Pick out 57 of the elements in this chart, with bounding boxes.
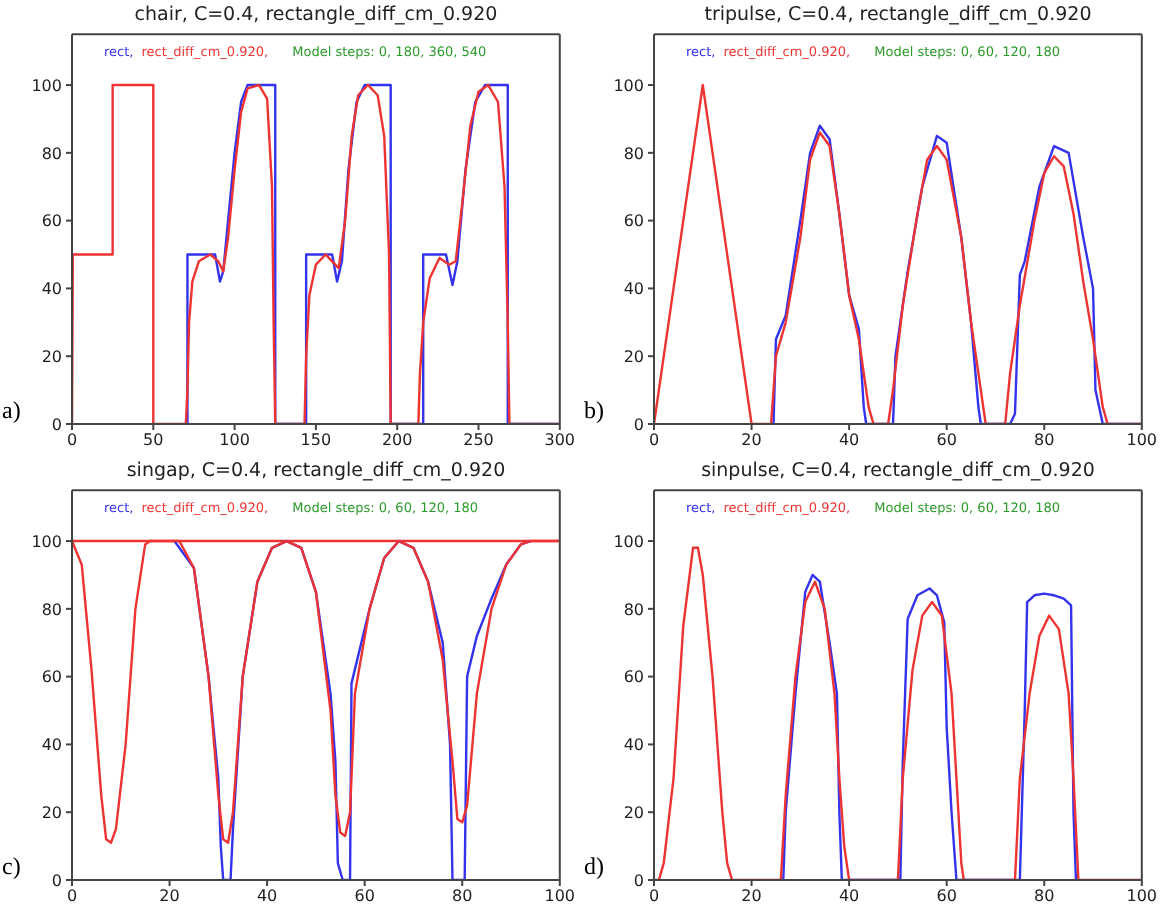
x-tick-label: 60 [936, 431, 957, 450]
x-tick-label: 60 [354, 887, 375, 906]
x-tick-label: 20 [159, 887, 180, 906]
x-tick-label: 250 [463, 431, 494, 450]
x-tick-label: 60 [936, 887, 957, 906]
y-tick-label: 0 [633, 871, 644, 890]
y-tick-label: 40 [41, 280, 62, 299]
x-tick-label: 40 [838, 431, 860, 450]
x-tick-label: 300 [544, 431, 576, 450]
y-tick-label: 0 [633, 415, 644, 434]
y-tick-label: 100 [613, 76, 644, 95]
x-tick-label: 0 [66, 887, 78, 906]
x-tick-label: 80 [1034, 431, 1055, 450]
text: d) [584, 852, 604, 882]
text: a) [2, 396, 21, 426]
x-tick-label: 80 [452, 887, 473, 906]
y-tick-label: 0 [51, 871, 62, 890]
y-tick-label: 0 [51, 415, 62, 434]
chart-title: sinpulse, C=0.4, rectangle_diff_cm_0.920 [699, 460, 1097, 482]
y-tick-label: 40 [41, 736, 62, 755]
x-tick-label: 0 [648, 431, 660, 450]
chart-title: tripulse, C=0.4, rectangle_diff_cm_0.920 [702, 4, 1094, 26]
y-tick-label: 40 [623, 280, 644, 299]
y-tick-label: 80 [623, 600, 644, 619]
y-tick-label: 20 [623, 803, 644, 822]
text: b) [584, 396, 604, 426]
y-tick-label: 80 [41, 600, 62, 619]
y-tick-label: 20 [623, 347, 644, 366]
x-tick-label: 100 [1126, 887, 1158, 906]
x-tick-label: 40 [256, 887, 278, 906]
y-tick-label: 100 [613, 532, 644, 551]
x-tick-label: 40 [838, 887, 860, 906]
x-tick-label: 80 [1034, 887, 1055, 906]
y-tick-label: 100 [31, 532, 62, 551]
y-tick-label: 60 [41, 212, 62, 231]
y-tick-label: 60 [623, 668, 644, 687]
y-tick-label: 20 [41, 803, 62, 822]
chart-title: singap, C=0.4, rectangle_diff_cm_0.920 [124, 460, 508, 482]
x-tick-label: 200 [381, 431, 413, 450]
chart-title: chair, C=0.4, rectangle_diff_cm_0.920 [132, 4, 500, 26]
x-tick-label: 0 [66, 431, 78, 450]
y-tick-label: 80 [41, 144, 62, 163]
x-tick-label: 100 [544, 887, 576, 906]
x-tick-label: 20 [741, 887, 762, 906]
y-tick-label: 60 [41, 668, 62, 687]
x-tick-label: 150 [300, 431, 332, 450]
x-tick-label: 100 [219, 431, 250, 450]
x-tick-label: 0 [648, 887, 660, 906]
y-tick-label: 80 [623, 144, 644, 163]
x-tick-label: 50 [143, 431, 164, 450]
text: c) [2, 852, 21, 882]
y-tick-label: 20 [41, 347, 62, 366]
y-tick-label: 40 [623, 736, 644, 755]
x-tick-label: 20 [741, 431, 762, 450]
y-tick-label: 60 [623, 212, 644, 231]
x-tick-label: 100 [1126, 431, 1158, 450]
y-tick-label: 100 [31, 76, 62, 95]
